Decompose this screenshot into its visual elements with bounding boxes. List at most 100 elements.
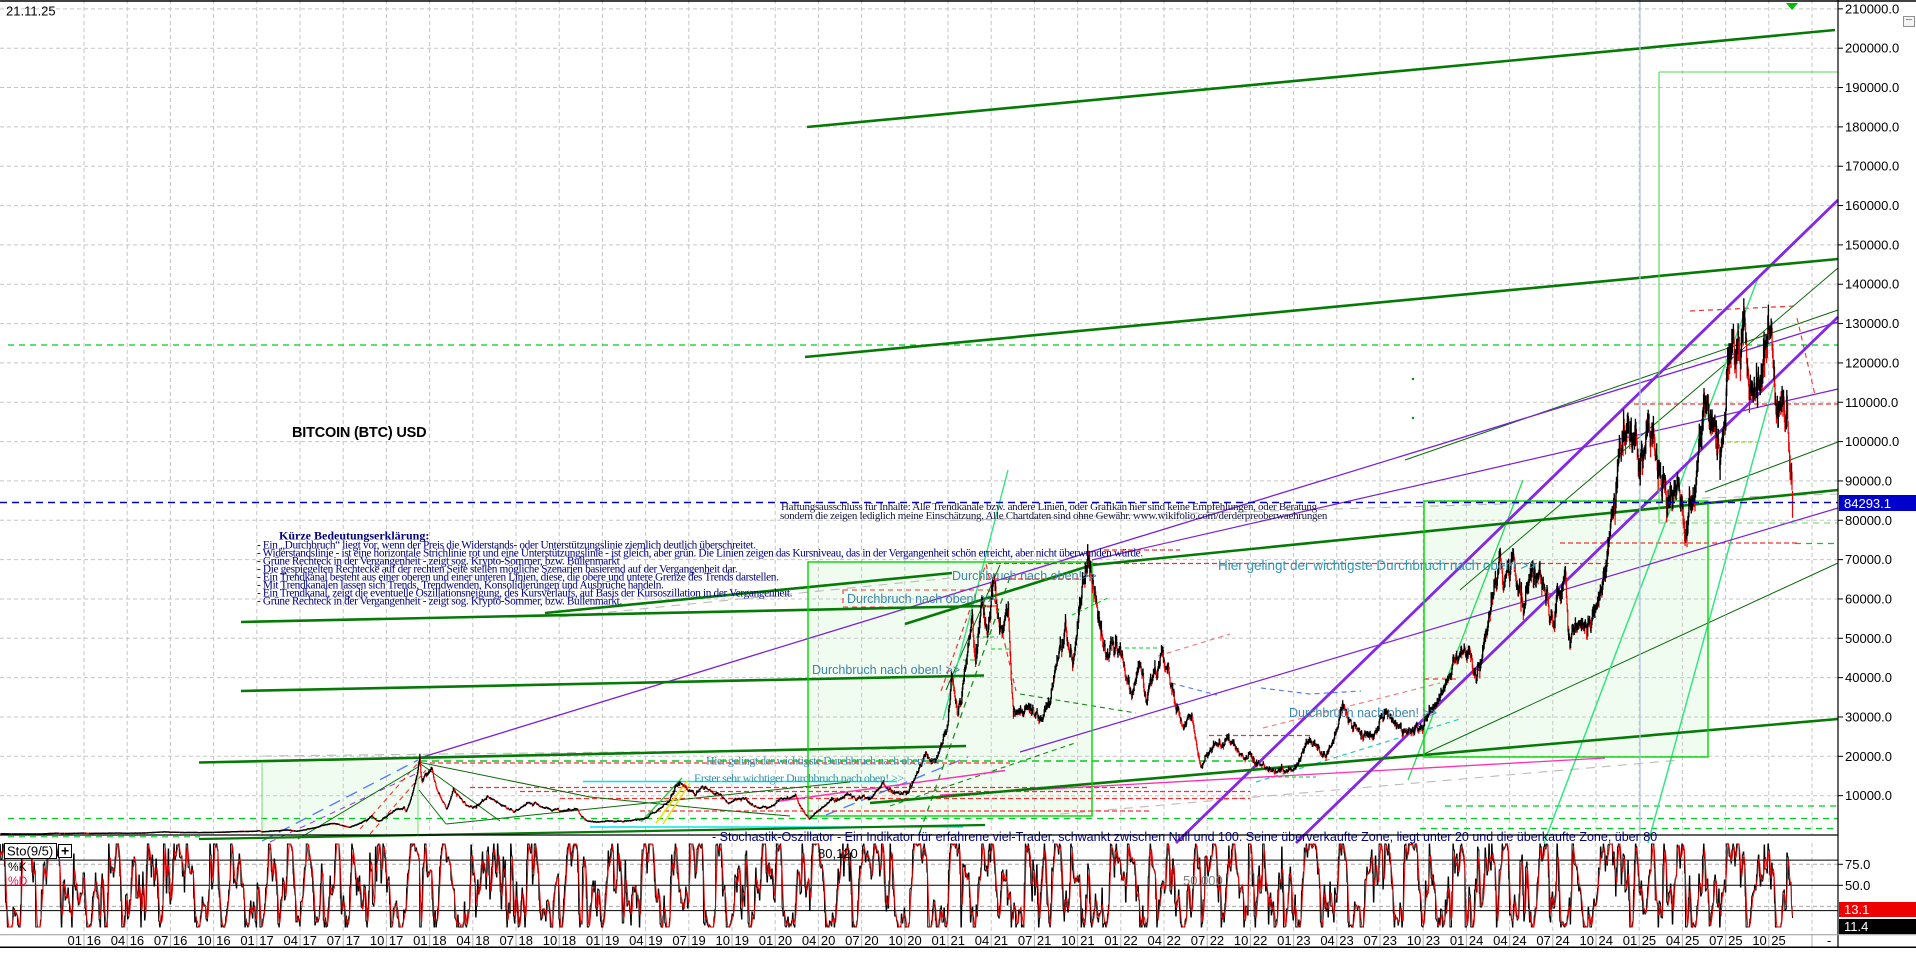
svg-text:01: 01 <box>759 933 773 948</box>
svg-text:50.0: 50.0 <box>1845 878 1870 893</box>
svg-text:70000.0: 70000.0 <box>1845 552 1892 567</box>
svg-text:04: 04 <box>1320 933 1334 948</box>
svg-text:07: 07 <box>1536 933 1550 948</box>
svg-text:07: 07 <box>1709 933 1723 948</box>
svg-text:90000.0: 90000.0 <box>1845 473 1892 488</box>
svg-text:20: 20 <box>778 933 792 948</box>
svg-text:Durchbruch nach oben! >>: Durchbruch nach oben! >> <box>812 663 960 677</box>
svg-text:- Ein Trendkanal besteht aus e: - Ein Trendkanal besteht aus einer obere… <box>257 572 779 584</box>
svg-text:18: 18 <box>475 933 489 948</box>
svg-text:24: 24 <box>1512 933 1526 948</box>
svg-text:80000.0: 80000.0 <box>1845 513 1892 528</box>
svg-text:25: 25 <box>1771 933 1785 948</box>
svg-text:- Widerstandslinie - ist eine: - Widerstandslinie - ist eine horizontal… <box>257 548 1143 560</box>
svg-text:60000.0: 60000.0 <box>1845 591 1892 606</box>
svg-text:180000.0: 180000.0 <box>1845 119 1899 134</box>
svg-text:04: 04 <box>111 933 125 948</box>
svg-text:18: 18 <box>432 933 446 948</box>
svg-text:130000.0: 130000.0 <box>1845 316 1899 331</box>
svg-text:50.000: 50.000 <box>1183 873 1223 888</box>
svg-text:- Grüne Rechteck in der Vergan: - Grüne Rechteck in der Vergangenheit - … <box>257 596 622 608</box>
svg-text:22: 22 <box>1167 933 1181 948</box>
svg-text:25: 25 <box>1642 933 1656 948</box>
svg-text:21.11.25: 21.11.25 <box>6 4 56 19</box>
svg-text:07: 07 <box>500 933 514 948</box>
svg-text:04: 04 <box>456 933 470 948</box>
svg-text:17: 17 <box>346 933 360 948</box>
svg-text:04: 04 <box>1666 933 1680 948</box>
svg-text:%K: %K <box>8 860 27 874</box>
svg-text:75.0: 75.0 <box>1845 857 1870 872</box>
svg-text:-: - <box>1827 933 1831 948</box>
svg-text:16: 16 <box>130 933 144 948</box>
svg-text:21: 21 <box>994 933 1008 948</box>
svg-text:Haftungsausschluss für Inhalte: Haftungsausschluss für Inhalte: Alle Tre… <box>781 501 1318 513</box>
svg-text:07: 07 <box>154 933 168 948</box>
svg-text:Erster sehr wichtiger Durchbru: Erster sehr wichtiger Durchbruch nach ob… <box>694 771 905 785</box>
svg-text:10: 10 <box>716 933 730 948</box>
svg-text:01: 01 <box>413 933 427 948</box>
svg-text:01: 01 <box>1450 933 1464 948</box>
svg-text:04: 04 <box>975 933 989 948</box>
svg-text:- Stochastik-Oszillator - Ein: - Stochastik-Oszillator - Ein Indikator … <box>712 830 1657 844</box>
svg-text:Hier gelingt der wichtigste Du: Hier gelingt der wichtigste Durchbruch n… <box>1218 558 1536 573</box>
svg-text:13.1: 13.1 <box>1844 902 1869 917</box>
svg-text:07: 07 <box>845 933 859 948</box>
svg-text:10: 10 <box>1407 933 1421 948</box>
svg-text:07: 07 <box>327 933 341 948</box>
svg-text:+: + <box>61 843 69 859</box>
svg-text:21: 21 <box>951 933 965 948</box>
svg-text:10000.0: 10000.0 <box>1845 788 1892 803</box>
svg-text:100000.0: 100000.0 <box>1845 434 1899 449</box>
svg-text:140000.0: 140000.0 <box>1845 277 1899 292</box>
svg-text:17: 17 <box>303 933 317 948</box>
svg-text:19: 19 <box>605 933 619 948</box>
svg-text:20: 20 <box>907 933 921 948</box>
svg-text:Kürze Bedeutungserklärung:: Kürze Bedeutungserklärung: <box>279 529 429 543</box>
svg-text:110000.0: 110000.0 <box>1845 395 1898 410</box>
svg-text:50000.0: 50000.0 <box>1845 631 1892 646</box>
svg-text:07: 07 <box>1018 933 1032 948</box>
svg-text:210000.0: 210000.0 <box>1845 1 1899 16</box>
svg-text:10: 10 <box>543 933 557 948</box>
svg-text:22: 22 <box>1210 933 1224 948</box>
svg-text:- Ein „Durchbruch“ liegt vor,: - Ein „Durchbruch“ liegt vor, wenn der P… <box>257 540 756 552</box>
svg-text:10: 10 <box>888 933 902 948</box>
svg-text:25: 25 <box>1728 933 1742 948</box>
svg-text:80,120: 80,120 <box>818 846 858 861</box>
svg-text:01: 01 <box>1277 933 1291 948</box>
svg-text:17: 17 <box>259 933 273 948</box>
svg-text:24: 24 <box>1555 933 1569 948</box>
svg-text:- Mit Trendkanälen lassen sich: - Mit Trendkanälen lassen sich Trends, T… <box>257 580 664 592</box>
svg-text:19: 19 <box>735 933 749 948</box>
svg-text:10: 10 <box>1580 933 1594 948</box>
svg-text:24: 24 <box>1599 933 1613 948</box>
svg-text:Durchbruch nach oben!>>: Durchbruch nach oben!>> <box>952 569 1097 583</box>
svg-text:10: 10 <box>370 933 384 948</box>
svg-text:19: 19 <box>691 933 705 948</box>
svg-text:16: 16 <box>173 933 187 948</box>
svg-text:22: 22 <box>1253 933 1267 948</box>
svg-text:20000.0: 20000.0 <box>1845 749 1892 764</box>
svg-text:16: 16 <box>216 933 230 948</box>
svg-text:200000.0: 200000.0 <box>1845 41 1899 56</box>
svg-text:01: 01 <box>1623 933 1637 948</box>
svg-text:04: 04 <box>802 933 816 948</box>
svg-text:Hier gelingt der wichtigste Du: Hier gelingt der wichtigste Durchbruch n… <box>706 754 942 768</box>
svg-text:10: 10 <box>1234 933 1248 948</box>
svg-text:21: 21 <box>1037 933 1051 948</box>
svg-text:01: 01 <box>1104 933 1118 948</box>
svg-text:04: 04 <box>1148 933 1162 948</box>
svg-text:30000.0: 30000.0 <box>1845 709 1892 724</box>
svg-text:07: 07 <box>1364 933 1378 948</box>
svg-text:23: 23 <box>1296 933 1310 948</box>
svg-text:Durchbruch nach oben! >>: Durchbruch nach oben! >> <box>847 592 995 606</box>
svg-text:150000.0: 150000.0 <box>1845 237 1899 252</box>
svg-text:- Ein Trendkanal, zeigt die ev: - Ein Trendkanal, zeigt die eventuelle O… <box>257 588 793 600</box>
svg-text:10: 10 <box>197 933 211 948</box>
svg-text:Durchbruch nach oben! >>: Durchbruch nach oben! >> <box>1289 706 1437 720</box>
svg-text:19: 19 <box>648 933 662 948</box>
svg-text:07: 07 <box>1191 933 1205 948</box>
svg-text:04: 04 <box>284 933 298 948</box>
svg-text:sondern die zeigen lediglich m: sondern die zeigen lediglich meine Einsc… <box>780 510 1328 522</box>
